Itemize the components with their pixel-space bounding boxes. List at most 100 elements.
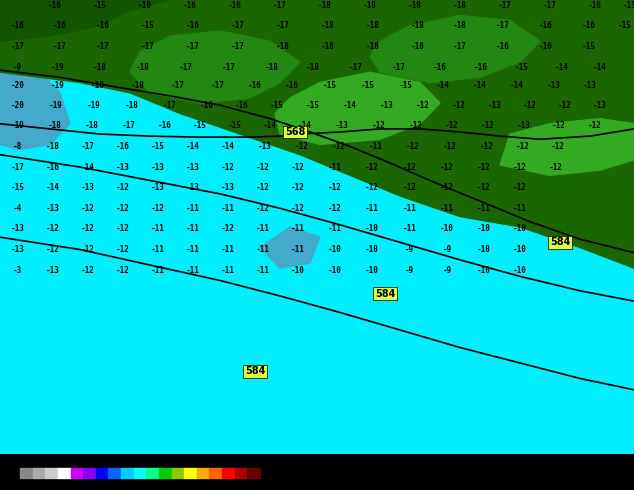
Text: -16: -16	[539, 42, 553, 51]
Text: -18: -18	[321, 21, 335, 30]
Text: -12: -12	[116, 224, 130, 233]
Text: -18: -18	[453, 0, 467, 10]
Text: -17: -17	[231, 42, 245, 51]
Text: -18: -18	[366, 21, 380, 30]
Text: -12: -12	[221, 224, 235, 233]
Text: -11: -11	[365, 204, 379, 213]
Text: -15: -15	[582, 42, 596, 51]
Text: -15: -15	[93, 0, 107, 10]
Text: -16: -16	[46, 163, 60, 172]
Text: -16: -16	[158, 122, 172, 130]
Text: -16: -16	[228, 0, 242, 10]
Text: -17: -17	[81, 142, 95, 151]
Text: -11: -11	[186, 266, 200, 275]
Text: -12: -12	[481, 122, 495, 130]
Text: -15: -15	[623, 0, 634, 10]
Text: 6: 6	[151, 482, 154, 487]
Text: 584: 584	[245, 366, 265, 376]
Text: -10: -10	[328, 266, 342, 275]
Bar	[70, 468, 83, 478]
Text: -11: -11	[151, 224, 165, 233]
Text: -16: -16	[96, 21, 110, 30]
Text: -16: -16	[433, 63, 447, 72]
Bar	[83, 468, 96, 478]
Text: -8: -8	[13, 142, 23, 151]
Text: -12: -12	[46, 224, 60, 233]
Text: -17: -17	[349, 63, 363, 72]
Text: -18: -18	[85, 122, 99, 130]
Text: -12: -12	[116, 266, 130, 275]
Text: -12: -12	[403, 183, 417, 192]
Text: -16: -16	[53, 21, 67, 30]
Text: -12: -12	[558, 100, 572, 110]
Text: -12: -12	[291, 163, 305, 172]
Text: -18: -18	[276, 42, 290, 51]
Text: -12: -12	[151, 204, 165, 213]
Text: -16: -16	[582, 21, 596, 30]
Text: -17: -17	[222, 63, 236, 72]
Text: -12: -12	[110, 482, 120, 487]
Text: -18: -18	[321, 42, 335, 51]
Text: Height/Temp. 500 hPa [gdmp][°C] ECMWF: Height/Temp. 500 hPa [gdmp][°C] ECMWF	[2, 458, 224, 468]
Text: -15: -15	[270, 100, 284, 110]
Text: -12: -12	[551, 142, 565, 151]
Text: -18: -18	[408, 0, 422, 10]
Bar	[58, 468, 70, 478]
Text: -18: -18	[48, 122, 62, 130]
Text: -9: -9	[443, 245, 451, 254]
Text: -19: -19	[49, 100, 63, 110]
Text: -12: -12	[81, 266, 95, 275]
Text: -16: -16	[235, 100, 249, 110]
Text: -12: -12	[256, 163, 270, 172]
Text: -10: -10	[477, 224, 491, 233]
Text: -16: -16	[138, 0, 152, 10]
Text: 24: 24	[187, 482, 194, 487]
Text: -12: -12	[523, 100, 537, 110]
Text: -12: -12	[516, 142, 530, 151]
Polygon shape	[275, 72, 440, 145]
Text: -12: -12	[477, 163, 491, 172]
Text: -12: -12	[477, 183, 491, 192]
Text: -17: -17	[186, 42, 200, 51]
Text: -18: -18	[411, 42, 425, 51]
Text: -15: -15	[193, 122, 207, 130]
Text: -11: -11	[403, 224, 417, 233]
Text: -12: -12	[513, 163, 527, 172]
Text: 0: 0	[138, 482, 141, 487]
Text: -9: -9	[443, 266, 451, 275]
Text: -15: -15	[361, 81, 375, 90]
Text: -11: -11	[291, 245, 305, 254]
Text: -16: -16	[248, 81, 262, 90]
Text: -11: -11	[477, 204, 491, 213]
Text: -18: -18	[306, 63, 320, 72]
Text: -18: -18	[265, 63, 279, 72]
Text: -10: -10	[513, 245, 527, 254]
Text: -16: -16	[48, 0, 62, 10]
Text: -11: -11	[221, 266, 235, 275]
Text: -17: -17	[211, 81, 225, 90]
Text: -11: -11	[291, 224, 305, 233]
Text: -10: -10	[365, 224, 379, 233]
Text: -12: -12	[332, 142, 346, 151]
Text: -12: -12	[295, 142, 309, 151]
Bar	[96, 468, 108, 478]
Text: -12: -12	[365, 163, 379, 172]
Text: -16: -16	[588, 0, 602, 10]
Text: -17: -17	[53, 42, 67, 51]
Bar	[184, 468, 197, 478]
Text: -13: -13	[221, 183, 235, 192]
Text: -4: -4	[13, 204, 23, 213]
Text: Su 02-06-2024 00:00 UTC (12+180): Su 02-06-2024 00:00 UTC (12+180)	[440, 457, 632, 467]
Text: -17: -17	[276, 21, 290, 30]
Text: -14: -14	[436, 81, 450, 90]
Text: -12: -12	[480, 142, 494, 151]
Text: -13: -13	[11, 224, 25, 233]
Text: -18: -18	[363, 0, 377, 10]
Text: -10: -10	[440, 224, 454, 233]
Text: -10: -10	[513, 224, 527, 233]
Text: -15: -15	[399, 81, 413, 90]
Text: -12: -12	[403, 163, 417, 172]
Text: -12: -12	[365, 183, 379, 192]
Text: -14: -14	[555, 63, 569, 72]
Text: -17: -17	[11, 163, 25, 172]
